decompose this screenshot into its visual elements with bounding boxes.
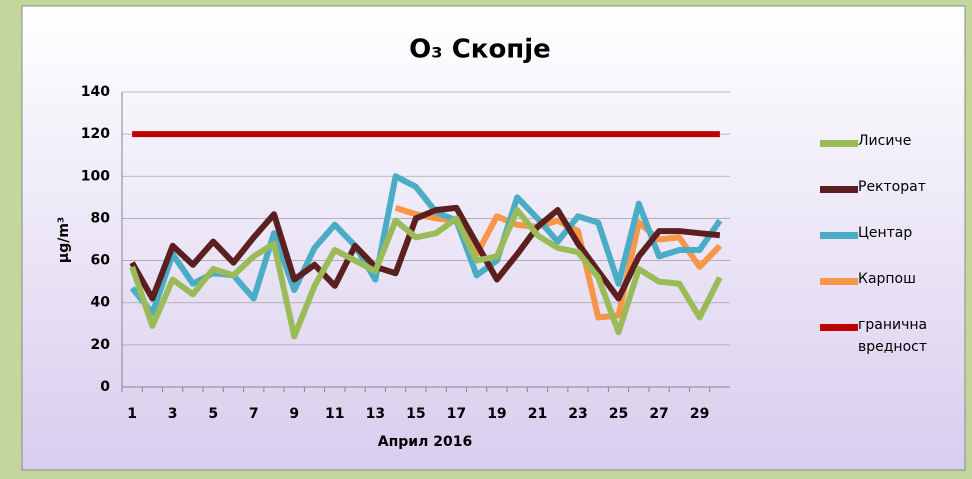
- legend-label: гранична вредност: [858, 317, 928, 355]
- legend-swatch: [820, 324, 858, 331]
- y-tick-label: 80: [91, 210, 111, 226]
- y-tick-label: 20: [91, 337, 111, 353]
- legend-item: Карпош: [820, 271, 970, 318]
- legend: Лисиче Ректорат Центар Карпош гранична вредн…: [820, 133, 970, 364]
- legend-item: Ректорат: [820, 179, 970, 226]
- x-tick-label: 7: [249, 406, 259, 422]
- y-tick-label: 120: [81, 126, 110, 142]
- x-tick-label: 27: [649, 406, 668, 422]
- legend-label: Карпош: [858, 271, 916, 287]
- legend-label: Лисиче: [858, 133, 912, 149]
- y-tick-label: 0: [100, 379, 110, 395]
- legend-swatch: [820, 232, 858, 239]
- x-tick-label: 11: [325, 406, 344, 422]
- legend-item: Центар: [820, 225, 970, 272]
- y-tick-label: 60: [91, 253, 111, 269]
- x-tick-label: 17: [447, 406, 466, 422]
- x-tick-label: 3: [168, 406, 178, 422]
- x-tick-label: 19: [487, 406, 506, 422]
- legend-swatch: [820, 278, 858, 285]
- x-tick-label: 5: [208, 406, 218, 422]
- legend-label: Центар: [858, 225, 913, 241]
- x-axis-label: Април 2016: [378, 434, 472, 450]
- y-tick-label: 140: [81, 84, 110, 100]
- x-tick-label: 15: [406, 406, 425, 422]
- x-tick-label: 9: [289, 406, 299, 422]
- panel: [21, 5, 966, 471]
- x-tick-label: 1: [127, 406, 137, 422]
- x-tick-label: 25: [609, 406, 628, 422]
- x-tick-label: 21: [528, 406, 547, 422]
- y-axis-label: µg/m³: [56, 217, 72, 263]
- y-tick-label: 100: [81, 168, 110, 184]
- legend-item: Лисиче: [820, 133, 970, 180]
- legend-swatch: [820, 140, 858, 147]
- legend-swatch: [820, 186, 858, 193]
- chart-title: O₃ Скопје: [409, 35, 551, 65]
- x-tick-label: 13: [366, 406, 385, 422]
- series-line: [129, 204, 721, 302]
- legend-item: гранична вредност: [820, 317, 970, 364]
- series-line: [129, 207, 723, 340]
- x-tick-label: 23: [568, 406, 587, 422]
- y-tick-label: 40: [91, 295, 111, 311]
- legend-label: Ректорат: [858, 179, 926, 195]
- x-tick-label: 29: [690, 406, 709, 422]
